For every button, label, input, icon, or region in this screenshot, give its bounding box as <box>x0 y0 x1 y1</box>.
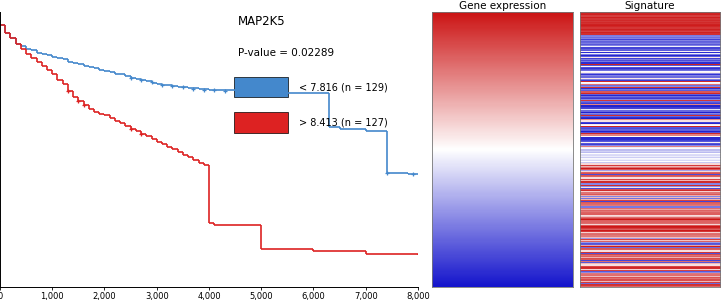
Text: > 8.413 (n = 127): > 8.413 (n = 127) <box>299 118 387 128</box>
Bar <box>234 113 288 133</box>
Title: MAP2K5
Gene expression: MAP2K5 Gene expression <box>459 0 546 11</box>
Text: P-value = 0.02289: P-value = 0.02289 <box>238 48 334 58</box>
Text: < 7.816 (n = 129): < 7.816 (n = 129) <box>299 82 387 92</box>
Title: TFAC30
Signature: TFAC30 Signature <box>625 0 675 11</box>
Text: MAP2K5: MAP2K5 <box>238 15 286 28</box>
Bar <box>234 77 288 97</box>
